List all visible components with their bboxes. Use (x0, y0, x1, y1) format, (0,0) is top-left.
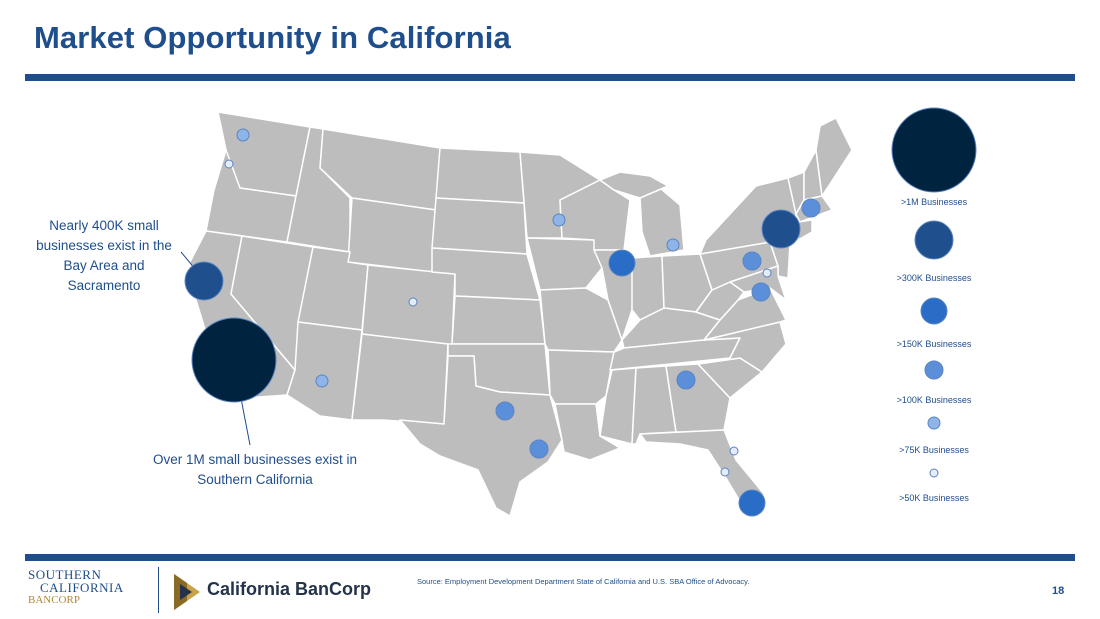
legend-label-50k: >50K Businesses (899, 493, 969, 503)
marker-seattle (236, 128, 250, 142)
page-number: 18 (1052, 585, 1065, 597)
southern-california-bancorp-logo: SOUTHERN CALIFORNIA BANCORP (28, 568, 146, 606)
marker-portland (224, 159, 234, 169)
legend-label-75k: >75K Businesses (899, 445, 969, 455)
state-arkansas (547, 349, 615, 405)
header-divider (25, 74, 1075, 81)
marker-baltimore (762, 268, 772, 278)
marker-detroit (666, 238, 680, 252)
legend-circle-3 (924, 360, 944, 380)
california-bancorp-logo-text: California BanCorp (207, 579, 372, 599)
marker-new-york (761, 209, 801, 249)
state-wyoming (347, 197, 437, 273)
state-louisiana (554, 403, 621, 461)
marker-denver (408, 297, 418, 307)
legend-label-1m: >1M Businesses (900, 197, 968, 207)
state-kansas (451, 295, 546, 345)
bay-area-annotation: Nearly 400K small businesses exist in th… (36, 218, 172, 293)
page-title: Market Opportunity in California (34, 20, 511, 55)
marker-orlando (729, 446, 739, 456)
marker-boston (801, 198, 821, 218)
marker-tampa (720, 467, 730, 477)
state-texas (399, 355, 563, 517)
marker-bay-area-and-sacramento (184, 261, 224, 301)
marker-chicago (608, 249, 636, 277)
logo-divider (158, 567, 159, 613)
legend-circle-2 (920, 297, 948, 325)
legend-circles (891, 107, 977, 478)
state-north-dakota (435, 147, 525, 204)
state-maine (815, 117, 853, 197)
state-iowa (526, 237, 603, 291)
state-colorado (361, 264, 456, 347)
california-bancorp-mark-icon (174, 574, 200, 610)
footer-divider (25, 554, 1075, 561)
state-south-dakota (431, 197, 528, 255)
marker-miami (738, 489, 766, 517)
us-states-layer (189, 111, 853, 517)
legend-circle-1 (914, 220, 954, 260)
marker-southern-california (191, 317, 277, 403)
marker-houston (529, 439, 549, 459)
state-arizona (286, 321, 363, 421)
marker-atlanta (676, 370, 696, 390)
logo-line-southern: SOUTHERN (28, 567, 102, 582)
state-new-mexico (351, 333, 449, 425)
source-note: Source: Employment Development Departmen… (417, 577, 750, 586)
socal-annotation: Over 1M small businesses exist in Southe… (152, 452, 358, 487)
marker-philadelphia (742, 251, 762, 271)
state-north-carolina (697, 321, 787, 373)
legend-label-100k: >100K Businesses (896, 395, 972, 405)
business-markers (184, 128, 821, 517)
legend-circle-0 (891, 107, 977, 193)
legend-label-150k: >150K Businesses (896, 339, 972, 349)
state-michigan-up (599, 171, 669, 199)
legend-circle-5 (929, 468, 939, 478)
marker-minneapolis (552, 213, 566, 227)
state-missouri (539, 287, 623, 353)
legend-circle-4 (927, 416, 941, 430)
logo-line-california: CALIFORNIA (40, 580, 124, 595)
legend-label-300k: >300K Businesses (896, 273, 972, 283)
marker-phoenix (315, 374, 329, 388)
marker-washington-dc (751, 282, 771, 302)
marker-dallas (495, 401, 515, 421)
logo-line-bancorp: BANCORP (28, 594, 80, 606)
